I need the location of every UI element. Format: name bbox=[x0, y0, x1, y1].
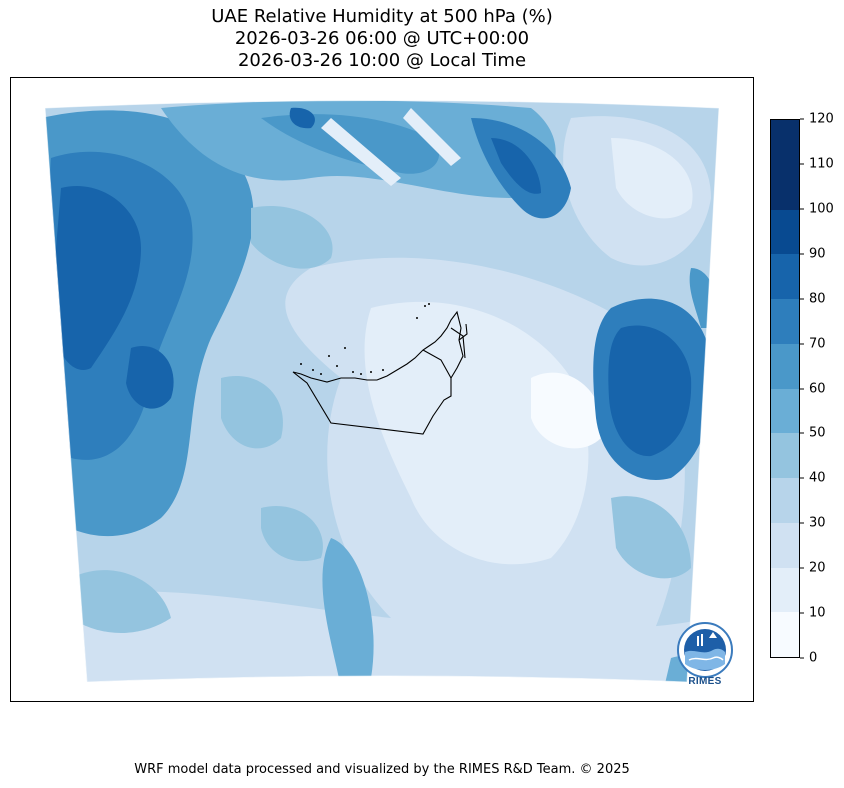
uae-boundary bbox=[292, 310, 468, 435]
colorbar-segment bbox=[771, 522, 799, 568]
colorbar-ticks: 0 10 20 30 40 50 60 70 80 90 100 110 120 bbox=[800, 113, 844, 665]
rimes-logo: RIMES bbox=[675, 620, 735, 690]
footer-credit: WRF model data processed and visualized … bbox=[134, 762, 630, 777]
colorbar-tick-label: 0 bbox=[800, 652, 817, 665]
colorbar-segment bbox=[771, 254, 799, 299]
colorbar-tick-label: 60 bbox=[800, 382, 826, 395]
colorbar-tick-label: 50 bbox=[800, 427, 826, 440]
colorbar-segment bbox=[771, 209, 799, 255]
title-line-3: 2026-03-26 10:00 @ Local Time bbox=[237, 50, 527, 71]
colorbar-tick-label: 10 bbox=[800, 607, 826, 620]
humidity-field bbox=[45, 100, 719, 682]
colorbar-segment bbox=[771, 612, 799, 657]
colorbar-tick-label: 30 bbox=[800, 517, 826, 530]
colorbar-segment bbox=[771, 164, 799, 210]
colorbar-segment bbox=[771, 120, 799, 165]
colorbar-tick-label: 120 bbox=[800, 113, 834, 126]
colorbar-segment bbox=[771, 299, 799, 344]
uae-islands bbox=[300, 303, 430, 375]
colorbar-segment bbox=[771, 567, 799, 613]
colorbar-tick-label: 20 bbox=[800, 562, 826, 575]
colorbar-tick-label: 90 bbox=[800, 247, 826, 260]
map-panel: RIMES bbox=[10, 77, 754, 702]
colorbar-tick-label: 70 bbox=[800, 337, 826, 350]
colorbar-segment bbox=[771, 433, 799, 478]
colorbar-tick-label: 80 bbox=[800, 292, 826, 305]
chart-title: UAE Relative Humidity at 500 hPa (%) 202… bbox=[0, 6, 764, 72]
colorbar-tick-label: 100 bbox=[800, 202, 834, 215]
colorbar-segment bbox=[771, 388, 799, 434]
humidity-map bbox=[44, 100, 720, 683]
colorbar bbox=[770, 119, 800, 658]
colorbar-tick-label: 110 bbox=[800, 157, 834, 170]
rimes-logo-text: RIMES bbox=[688, 676, 722, 687]
colorbar-segment bbox=[771, 343, 799, 389]
colorbar-segment bbox=[771, 478, 799, 523]
rimes-logo-emblem bbox=[677, 622, 733, 678]
title-line-1: UAE Relative Humidity at 500 hPa (%) bbox=[211, 6, 553, 27]
colorbar-tick-label: 40 bbox=[800, 472, 826, 485]
title-line-2: 2026-03-26 06:00 @ UTC+00:00 bbox=[234, 28, 530, 49]
